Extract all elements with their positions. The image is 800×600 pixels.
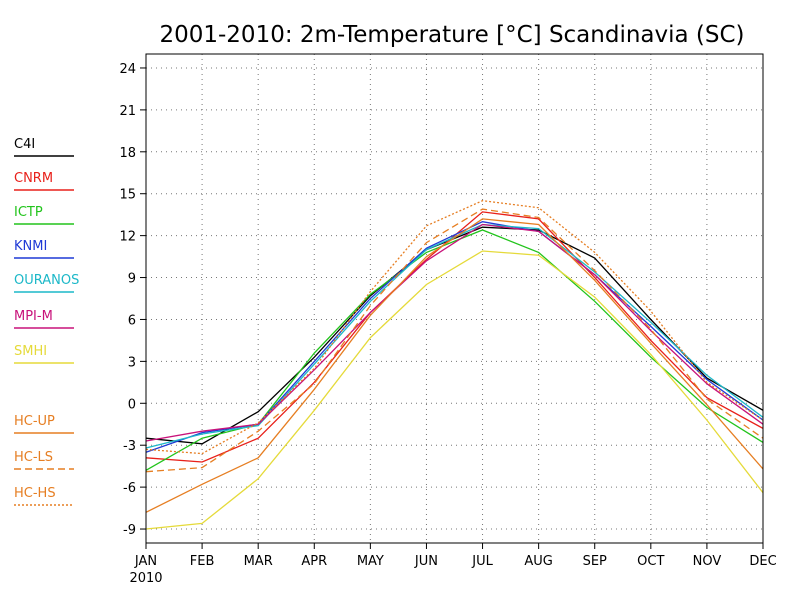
series-lines: [145, 200, 764, 530]
y-tick-label: 21: [119, 104, 136, 119]
x-tick-label: SEP: [583, 554, 607, 569]
series-line-smhi: [145, 250, 764, 530]
series-line-hc-ls: [145, 208, 764, 473]
y-axis-ticks: -9 -6 -3 0 3 6 9 12 15 18 21 24: [119, 62, 146, 538]
y-tick-label: 6: [128, 313, 136, 328]
x-tick-label: NOV: [693, 554, 722, 569]
x-tick-label: JAN: [134, 554, 157, 569]
legend-label-hc-hs: HC-HS: [14, 486, 56, 501]
x-tick-label: OCT: [637, 554, 664, 569]
series-line-ouranos: [145, 223, 764, 449]
x-tick-label: APR: [301, 554, 327, 569]
x-tick-label: JUN: [414, 554, 438, 569]
legend-label-hc-ls: HC-LS: [14, 450, 53, 465]
legend-label-c4i: C4I: [14, 137, 35, 152]
series-line-hc-hs: [145, 200, 764, 455]
legend-label-ouranos: OURANOS: [14, 273, 79, 288]
legend-label-smhi: SMHI: [14, 344, 47, 359]
series-line-hc-up: [145, 218, 764, 513]
series-line-mpi-m: [145, 223, 764, 442]
series-line-c4i: [145, 226, 764, 445]
legend-label-ictp: ICTP: [14, 205, 43, 220]
y-tick-label: -3: [123, 439, 136, 454]
y-tick-label: 3: [128, 355, 136, 370]
x-tick-label: MAR: [244, 554, 273, 569]
legend-label-knmi: KNMI: [14, 239, 47, 254]
series-line-knmi: [145, 221, 764, 453]
legend-label-mpi-m: MPI-M: [14, 309, 53, 324]
series-line-cnrm: [145, 211, 764, 463]
x-tick-label: DEC: [749, 554, 776, 569]
y-tick-label: 0: [128, 397, 136, 412]
y-tick-label: -6: [123, 481, 136, 496]
legend-label-cnrm: CNRM: [14, 171, 53, 186]
plot-frame: [145, 53, 764, 544]
chart-title: 2001-2010: 2m-Temperature [°C] Scandinav…: [159, 22, 744, 48]
grid-lines: [146, 54, 763, 543]
x-tick-label: JUL: [471, 554, 493, 569]
legend-label-hc-up: HC-UP: [14, 414, 55, 429]
y-tick-label: 9: [128, 272, 136, 287]
y-tick-label: 24: [119, 62, 136, 77]
y-tick-label: 15: [119, 188, 136, 203]
y-tick-label: 12: [119, 230, 136, 245]
x-axis-ticks: JAN FEB MAR APR MAY JUN JUL AUG SEP OCT NOV DEC: [134, 543, 777, 569]
legend: C4I CNRM ICTP KNMI OURANOS MPI-M SMHI HC-UP HC-L…: [14, 137, 79, 506]
x-tick-label: FEB: [190, 554, 215, 569]
x-tick-label: AUG: [524, 554, 552, 569]
y-tick-label: -9: [123, 523, 136, 538]
y-tick-label: 18: [119, 146, 136, 161]
x-axis-year-label: 2010: [129, 571, 162, 586]
x-tick-label: MAY: [357, 554, 384, 569]
